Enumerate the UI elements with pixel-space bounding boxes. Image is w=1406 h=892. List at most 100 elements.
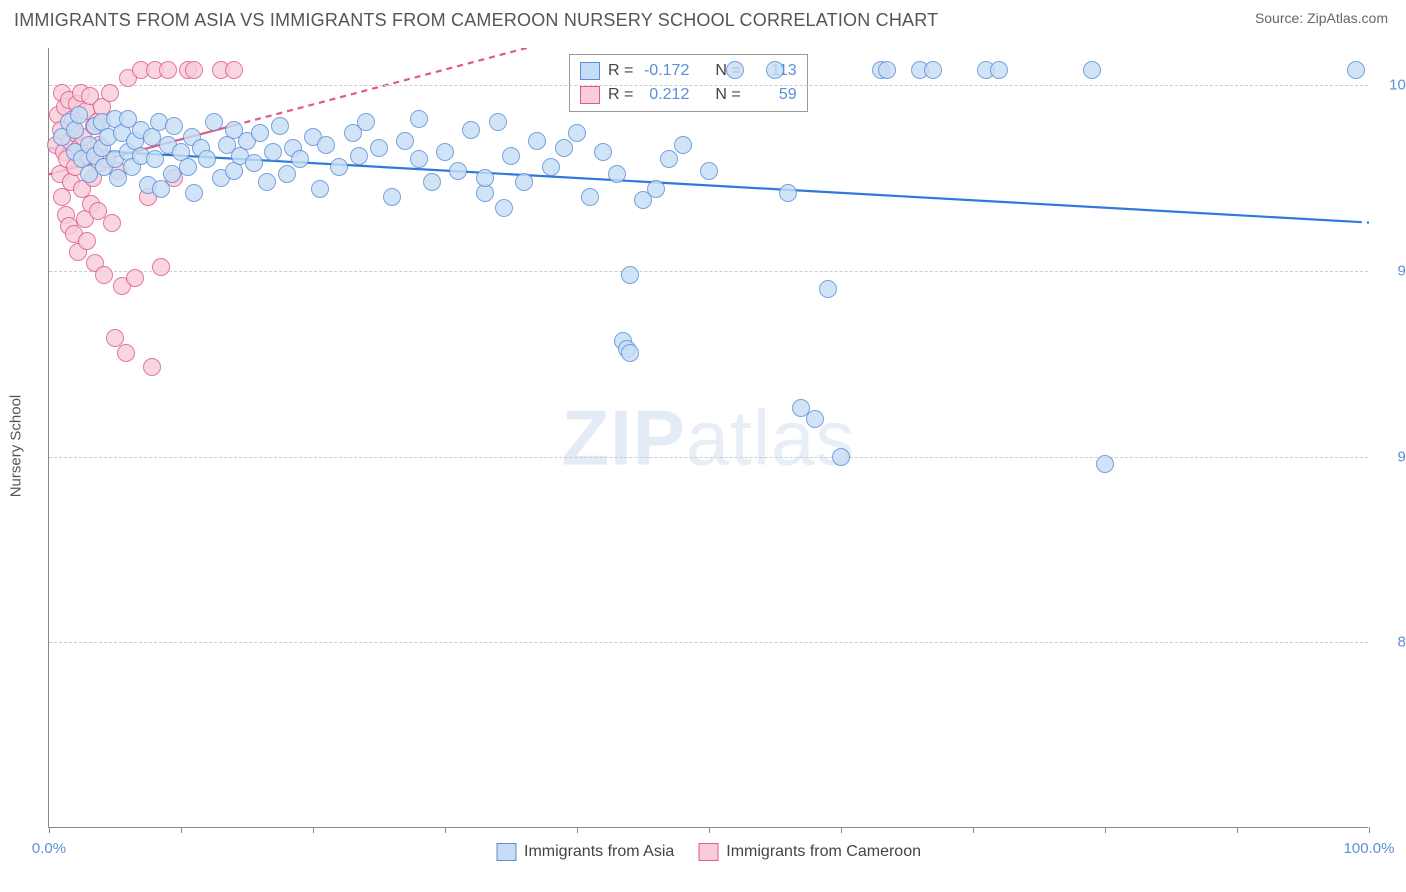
scatter-point-a [357, 113, 375, 131]
scatter-point-a [647, 180, 665, 198]
scatter-point-a [495, 199, 513, 217]
scatter-point-a [258, 173, 276, 191]
y-tick-label: 90.0% [1376, 448, 1406, 465]
y-tick-label: 95.0% [1376, 262, 1406, 279]
scatter-point-a [436, 143, 454, 161]
x-tick [1237, 827, 1238, 833]
scatter-point-a [410, 150, 428, 168]
scatter-point-a [502, 147, 520, 165]
scatter-point-a [396, 132, 414, 150]
scatter-point-a [779, 184, 797, 202]
bottom-legend: Immigrants from Asia Immigrants from Cam… [496, 843, 921, 861]
gridline-h [49, 85, 1368, 86]
scatter-point-a [410, 110, 428, 128]
scatter-point-a [291, 150, 309, 168]
y-axis-label: Nursery School [8, 395, 25, 498]
swatch-series-a [580, 62, 600, 80]
watermark-light: atlas [686, 393, 856, 481]
scatter-point-a [819, 280, 837, 298]
series-b-label: Immigrants from Cameroon [726, 843, 921, 861]
scatter-point-a [568, 124, 586, 142]
scatter-point-a [806, 410, 824, 428]
scatter-point-a [245, 154, 263, 172]
scatter-point-a [179, 158, 197, 176]
scatter-point-a [165, 117, 183, 135]
scatter-point-a [766, 61, 784, 79]
scatter-point-a [251, 124, 269, 142]
x-tick [973, 827, 974, 833]
x-tick [49, 827, 50, 833]
scatter-point-b [143, 358, 161, 376]
scatter-point-a [581, 188, 599, 206]
scatter-point-a [185, 184, 203, 202]
scatter-point-b [159, 61, 177, 79]
scatter-point-a [271, 117, 289, 135]
swatch-series-b-bottom [698, 843, 718, 861]
scatter-point-b [126, 269, 144, 287]
gridline-h [49, 457, 1368, 458]
scatter-point-a [555, 139, 573, 157]
scatter-point-a [878, 61, 896, 79]
scatter-point-a [330, 158, 348, 176]
scatter-point-b [152, 258, 170, 276]
scatter-point-a [350, 147, 368, 165]
chart-title: IMMIGRANTS FROM ASIA VS IMMIGRANTS FROM … [14, 10, 938, 31]
x-tick-label: 0.0% [32, 840, 66, 857]
r-value-a: -0.172 [641, 59, 689, 83]
scatter-point-a [152, 180, 170, 198]
scatter-point-a [264, 143, 282, 161]
scatter-point-a [317, 136, 335, 154]
trendline [1356, 222, 1369, 223]
scatter-point-a [278, 165, 296, 183]
scatter-point-b [95, 266, 113, 284]
x-tick [313, 827, 314, 833]
x-tick [445, 827, 446, 833]
scatter-point-a [146, 150, 164, 168]
scatter-point-a [528, 132, 546, 150]
n-label-b: N = [715, 83, 740, 107]
gridline-h [49, 642, 1368, 643]
scatter-point-a [515, 173, 533, 191]
stats-legend-row-a: R = -0.172 N = 113 [580, 59, 797, 83]
scatter-point-b [103, 214, 121, 232]
x-tick [181, 827, 182, 833]
scatter-point-a [476, 169, 494, 187]
x-tick-label: 100.0% [1344, 840, 1395, 857]
bottom-legend-item-a: Immigrants from Asia [496, 843, 674, 861]
scatter-point-a [594, 143, 612, 161]
swatch-series-b [580, 86, 600, 104]
swatch-series-a-bottom [496, 843, 516, 861]
scatter-point-a [205, 113, 223, 131]
scatter-point-a [674, 136, 692, 154]
scatter-plot-area: ZIPatlas R = -0.172 N = 113 R = 0.212 N … [48, 48, 1368, 828]
x-tick [841, 827, 842, 833]
r-value-b: 0.212 [641, 83, 689, 107]
scatter-point-a [383, 188, 401, 206]
scatter-point-b [117, 344, 135, 362]
scatter-point-b [101, 84, 119, 102]
r-label-a: R = [608, 59, 633, 83]
scatter-point-a [608, 165, 626, 183]
y-tick-label: 85.0% [1376, 634, 1406, 651]
scatter-point-a [660, 150, 678, 168]
x-tick [577, 827, 578, 833]
scatter-point-a [423, 173, 441, 191]
stats-legend-row-b: R = 0.212 N = 59 [580, 83, 797, 107]
x-tick [1369, 827, 1370, 833]
y-tick-label: 100.0% [1376, 77, 1406, 94]
scatter-point-a [542, 158, 560, 176]
scatter-point-b [225, 61, 243, 79]
scatter-point-a [924, 61, 942, 79]
scatter-point-a [311, 180, 329, 198]
watermark: ZIPatlas [561, 392, 855, 483]
source-attribution: Source: ZipAtlas.com [1255, 10, 1388, 26]
scatter-point-a [449, 162, 467, 180]
series-a-label: Immigrants from Asia [524, 843, 674, 861]
scatter-point-a [1083, 61, 1101, 79]
watermark-bold: ZIP [561, 393, 685, 481]
scatter-point-b [78, 232, 96, 250]
scatter-point-a [832, 448, 850, 466]
scatter-point-a [726, 61, 744, 79]
r-label-b: R = [608, 83, 633, 107]
scatter-point-a [621, 266, 639, 284]
